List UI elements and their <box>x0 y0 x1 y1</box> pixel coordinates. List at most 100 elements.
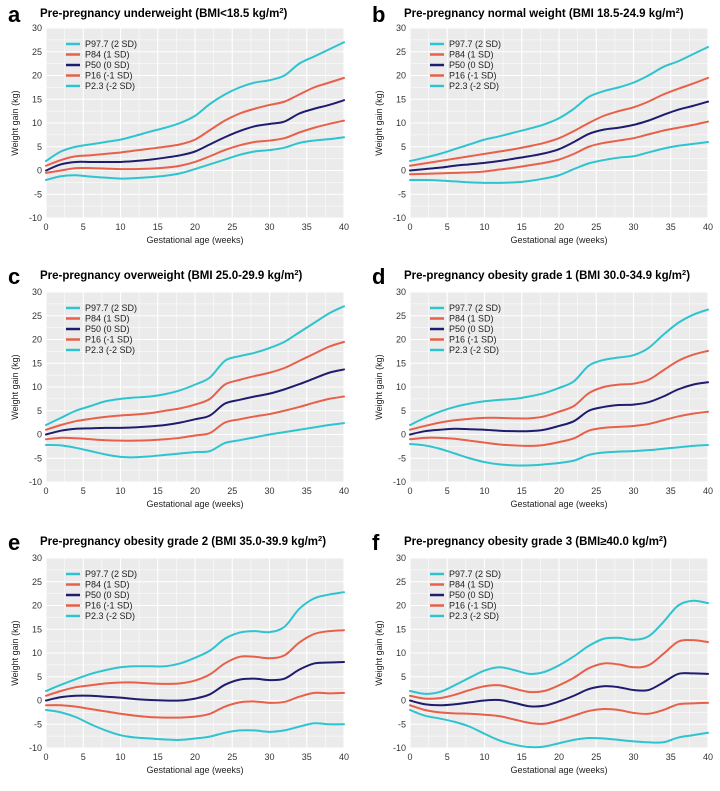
legend-label: P50 (0 SD) <box>85 590 130 600</box>
legend-label: P84 (1 SD) <box>85 580 130 590</box>
y-tick-label: 25 <box>396 47 406 57</box>
series-lines <box>45 591 345 741</box>
series-line-p977 <box>409 308 709 426</box>
chart-panel-b: b Pre-pregnancy normal weight (BMI 18.5-2… <box>372 2 713 245</box>
y-tick-label: 15 <box>396 94 406 104</box>
legend: P97.7 (2 SD)P84 (1 SD)P50 (0 SD)P16 (-1 … <box>430 569 501 621</box>
series-line-p50 <box>45 368 345 436</box>
legend-label: P2.3 (-2 SD) <box>449 611 499 621</box>
y-tick-label: 20 <box>396 71 406 81</box>
x-tick-label: 35 <box>302 752 312 762</box>
x-tick-label: 25 <box>227 486 237 496</box>
legend-label: P16 (-1 SD) <box>449 335 497 345</box>
x-tick-label: 10 <box>479 486 489 496</box>
series-line-p16 <box>409 120 709 176</box>
series-line-p84 <box>45 340 345 431</box>
series-lines <box>409 599 709 749</box>
x-axis-label: Gestational age (weeks) <box>510 499 607 509</box>
x-tick-label: 40 <box>339 486 349 496</box>
y-tick-label: -10 <box>29 477 42 487</box>
legend-label: P97.7 (2 SD) <box>85 569 137 579</box>
y-tick-label: -5 <box>34 719 42 729</box>
y-tick-label: 30 <box>32 23 42 33</box>
y-axis-label: Weight gain (kg) <box>10 620 20 685</box>
series-line-p16 <box>409 410 709 447</box>
series-line-p23 <box>409 141 709 184</box>
series-line-p16 <box>45 691 345 719</box>
x-tick-label: 15 <box>153 222 163 232</box>
chart-panel-c: c Pre-pregnancy overweight (BMI 25.0-29.9… <box>8 264 349 509</box>
legend-label: P97.7 (2 SD) <box>85 303 137 313</box>
series-line-p84 <box>45 629 345 697</box>
series-line-p16 <box>409 701 709 725</box>
chart-title: Pre-pregnancy underweight (BMI<18.5 kg/m… <box>40 6 288 20</box>
chart-panel-d: d Pre-pregnancy obesity grade 1 (BMI 30.0… <box>372 264 713 509</box>
x-tick-label: 25 <box>227 752 237 762</box>
x-tick-label: 5 <box>445 752 450 762</box>
panel-letter: b <box>372 2 385 27</box>
series-line-p23 <box>45 709 345 741</box>
x-tick-label: 5 <box>445 222 450 232</box>
y-tick-label: 20 <box>32 601 42 611</box>
x-tick-label: 20 <box>554 486 564 496</box>
legend-label: P97.7 (2 SD) <box>449 569 501 579</box>
grid <box>409 291 709 483</box>
chart-panel-f: f Pre-pregnancy obesity grade 3 (BMI≥40.0… <box>372 530 713 775</box>
legend-label: P16 (-1 SD) <box>449 71 497 81</box>
y-tick-label: 20 <box>32 335 42 345</box>
x-tick-label: 10 <box>479 752 489 762</box>
x-tick-label: 30 <box>264 486 274 496</box>
legend-label: P84 (1 SD) <box>85 314 130 324</box>
x-axis-label: Gestational age (weeks) <box>146 499 243 509</box>
series-line-p23 <box>45 422 345 459</box>
y-tick-label: 10 <box>32 382 42 392</box>
legend-label: P50 (0 SD) <box>449 324 494 334</box>
x-tick-label: 10 <box>115 486 125 496</box>
y-axis-label: Weight gain (kg) <box>374 90 384 155</box>
legend-label: P50 (0 SD) <box>449 590 494 600</box>
series-line-p50 <box>409 672 709 708</box>
panel-letter: f <box>372 530 380 555</box>
x-tick-label: 0 <box>43 486 48 496</box>
y-axis-label: Weight gain (kg) <box>10 354 20 419</box>
x-axis-label: Gestational age (weeks) <box>510 235 607 245</box>
series-lines <box>45 41 345 181</box>
legend: P97.7 (2 SD)P84 (1 SD)P50 (0 SD)P16 (-1 … <box>430 39 501 91</box>
y-tick-label: 15 <box>32 94 42 104</box>
series-line-p977 <box>45 41 345 162</box>
x-tick-label: 15 <box>517 222 527 232</box>
series-line-p977 <box>409 46 709 162</box>
x-tick-label: 30 <box>628 486 638 496</box>
y-tick-label: 0 <box>37 430 42 440</box>
y-tick-label: 15 <box>396 358 406 368</box>
x-tick-label: 25 <box>591 486 601 496</box>
panel-letter: e <box>8 530 20 555</box>
y-axis-label: Weight gain (kg) <box>374 620 384 685</box>
legend-label: P50 (0 SD) <box>449 60 494 70</box>
legend-label: P84 (1 SD) <box>449 314 494 324</box>
legend-label: P84 (1 SD) <box>449 580 494 590</box>
y-tick-label: 0 <box>401 430 406 440</box>
y-axis-label: Weight gain (kg) <box>10 90 20 155</box>
series-lines <box>409 308 709 467</box>
legend-label: P97.7 (2 SD) <box>449 303 501 313</box>
x-tick-label: 40 <box>339 222 349 232</box>
x-tick-label: 5 <box>81 486 86 496</box>
y-tick-label: 10 <box>32 648 42 658</box>
x-tick-label: 0 <box>43 752 48 762</box>
series-line-p977 <box>45 305 345 426</box>
grid <box>45 291 345 483</box>
y-tick-label: 0 <box>401 696 406 706</box>
y-tick-label: 15 <box>396 624 406 634</box>
series-line-p84 <box>409 638 709 700</box>
x-tick-label: 30 <box>264 752 274 762</box>
panel-letter: a <box>8 2 21 27</box>
legend: P97.7 (2 SD)P84 (1 SD)P50 (0 SD)P16 (-1 … <box>66 303 137 355</box>
y-tick-label: 20 <box>396 335 406 345</box>
legend-label: P16 (-1 SD) <box>85 335 133 345</box>
y-tick-label: 0 <box>37 696 42 706</box>
y-tick-label: 30 <box>396 287 406 297</box>
series-line-p23 <box>45 136 345 181</box>
x-tick-label: 20 <box>554 752 564 762</box>
